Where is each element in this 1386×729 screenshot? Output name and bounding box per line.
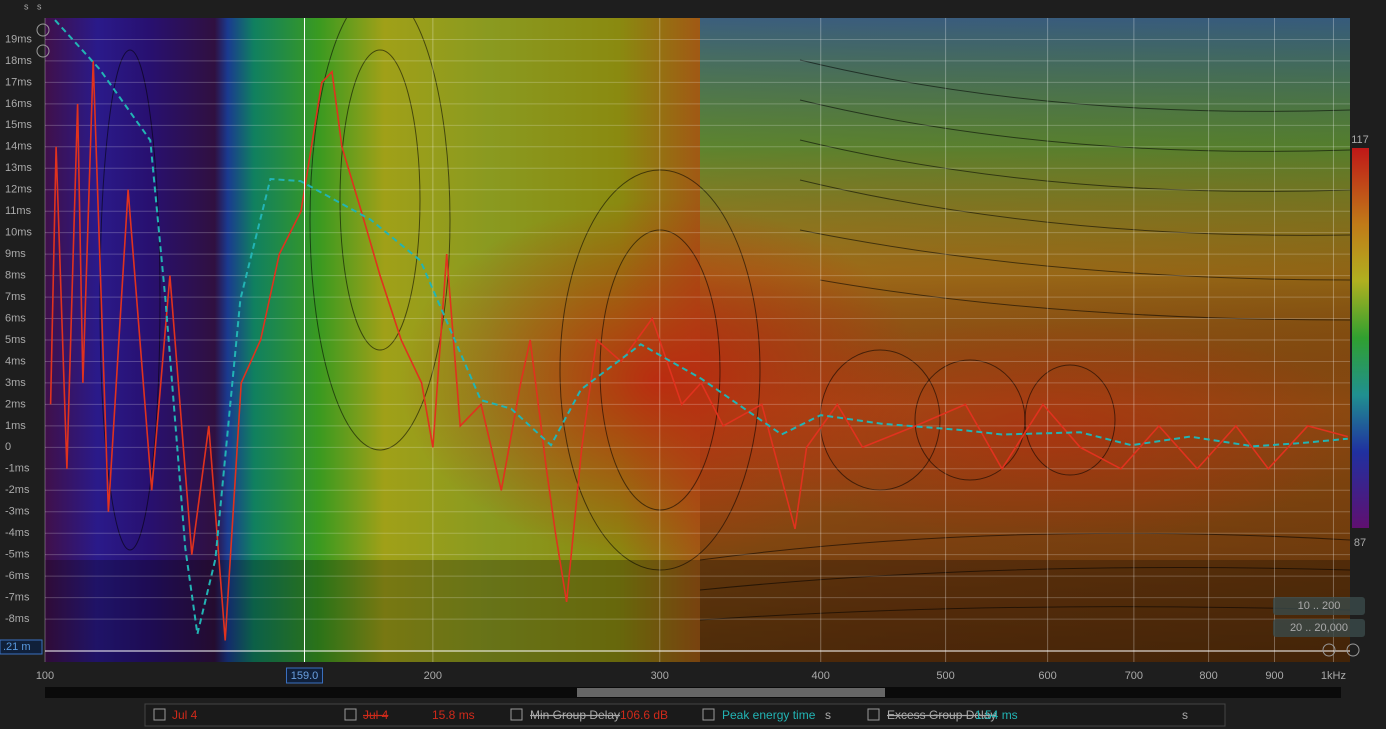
y-tick-label: 19ms	[5, 33, 32, 45]
x-tick-label: 700	[1125, 670, 1143, 682]
checkbox[interactable]	[702, 708, 715, 721]
y-tick-label: 1ms	[5, 420, 26, 432]
x-tick-label: 600	[1038, 670, 1056, 682]
top-label: s	[37, 1, 42, 11]
top-label: s	[24, 1, 29, 11]
zoom-in[interactable]	[36, 23, 50, 37]
y-tick-label: 17ms	[5, 76, 32, 88]
y-tick-label: 13ms	[5, 162, 32, 174]
y-tick-label: 8ms	[5, 270, 26, 282]
y-tick-label: 5ms	[5, 334, 26, 346]
curves	[49, 19, 1349, 641]
y-tick-label: -7ms	[5, 592, 30, 604]
y-tick-label: -8ms	[5, 613, 30, 625]
legend-value: 106.6 dB	[620, 708, 668, 722]
zoom-icons[interactable]	[36, 23, 1360, 657]
heatmap	[45, 18, 1350, 662]
y-tick-label: 11ms	[5, 205, 32, 217]
grid	[44, 18, 1350, 662]
y-tick-label: 18ms	[5, 55, 32, 67]
y-tick-label: 6ms	[5, 312, 26, 324]
y-tick-label: 14ms	[5, 141, 32, 153]
cursor-y-label: .21 m	[3, 641, 31, 653]
y-tick-label: -5ms	[5, 549, 30, 561]
y-tick-label: 0	[5, 441, 11, 453]
checkbox[interactable]	[510, 708, 523, 721]
series-line	[54, 19, 1348, 635]
range-button-label[interactable]: 20 .. 20,000	[1290, 622, 1348, 634]
x-tick-label: 500	[936, 670, 954, 682]
y-tick-label: -6ms	[5, 570, 30, 582]
x-tick-label: 300	[651, 670, 669, 682]
y-tick-label: 15ms	[5, 119, 32, 131]
zoom-out[interactable]	[1322, 643, 1336, 657]
x-tick-label: 200	[424, 670, 442, 682]
y-tick-label: -4ms	[5, 527, 30, 539]
y-tick-label: -1ms	[5, 463, 30, 475]
scroll-thumb[interactable]	[577, 688, 885, 697]
cursor-x-box	[285, 667, 323, 684]
legend-unit: s	[825, 708, 831, 722]
legend-unit: s	[1182, 708, 1188, 722]
legend-entry: Excess Group Delay	[887, 708, 996, 722]
x-tick-label: 900	[1265, 670, 1283, 682]
range-button[interactable]	[1273, 619, 1365, 637]
y-tick-label: 4ms	[5, 355, 26, 367]
legend-bar	[144, 703, 1226, 727]
zoom-out[interactable]	[36, 44, 50, 58]
contours	[99, 18, 1350, 621]
colorbar-min: 87	[1354, 537, 1366, 549]
y-tick-label: -2ms	[5, 484, 30, 496]
y-tick-label: 7ms	[5, 291, 26, 303]
legend-entry: Jul 4	[363, 708, 389, 722]
cursor-y-box	[0, 639, 43, 655]
series-line	[49, 60, 1349, 641]
zoom-in[interactable]	[1346, 643, 1360, 657]
checkboxes[interactable]	[153, 708, 880, 721]
colorbar	[1352, 148, 1369, 528]
y-tick-label: 9ms	[5, 248, 26, 260]
heatmap-peak	[730, 320, 1350, 540]
range-button-label[interactable]: 10 .. 200	[1298, 600, 1341, 612]
y-tick-label: 3ms	[5, 377, 26, 389]
colorbar-max: 117	[1351, 134, 1369, 146]
legend-value: 15.8 ms	[432, 708, 475, 722]
legend-value: 1.54 ms	[975, 708, 1018, 722]
checkbox[interactable]	[344, 708, 357, 721]
checkbox[interactable]	[153, 708, 166, 721]
range-button[interactable]	[1273, 597, 1365, 615]
checkbox[interactable]	[867, 708, 880, 721]
x-tick-label: 800	[1199, 670, 1217, 682]
y-tick-label: 16ms	[5, 98, 32, 110]
y-tick-label: 2ms	[5, 398, 26, 410]
cursor-x-label: 159.0	[291, 670, 319, 682]
y-tick-label: 12ms	[5, 184, 32, 196]
x-tick-label: 100	[36, 670, 54, 682]
y-tick-label: -3ms	[5, 506, 30, 518]
x-tick-label: 400	[812, 670, 830, 682]
x-tick-label: 1kHz	[1321, 670, 1346, 682]
legend-entry: Peak energy time	[722, 708, 816, 722]
heatmap-shade	[45, 560, 1350, 662]
legend-entry: Jul 4	[172, 708, 198, 722]
y-tick-label: 10ms	[5, 227, 32, 239]
legend-entry: Min Group Delay	[530, 708, 620, 722]
